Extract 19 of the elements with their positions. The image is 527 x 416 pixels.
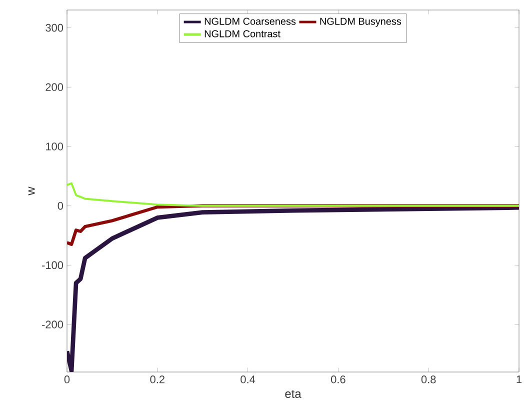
y-tick-label: 0 — [58, 202, 64, 210]
line-series — [67, 182, 520, 207]
x-tick-label: 1 — [516, 376, 522, 384]
line-series — [67, 205, 520, 372]
x-tick-label: 0.6 — [331, 376, 346, 384]
x-tick-label: 0 — [64, 376, 70, 384]
legend-label: NGLDM Contrast — [204, 30, 280, 38]
y-tick-label: -200 — [42, 320, 64, 328]
x-tick-label: 0.4 — [240, 376, 256, 384]
y-axis-title: w — [28, 186, 35, 196]
y-tick-label: 100 — [46, 142, 64, 150]
y-tick-label: 200 — [46, 83, 64, 92]
legend-label: NGLDM Busyness — [320, 18, 402, 27]
x-tick-label: 0.2 — [150, 376, 164, 384]
x-tick-label: 0.8 — [421, 376, 436, 384]
y-tick-label: -100 — [42, 261, 64, 270]
x-axis-title: eta — [285, 390, 302, 398]
y-tick-label: 300 — [46, 24, 64, 32]
legend-label: NGLDM Coarseness — [204, 18, 296, 25]
